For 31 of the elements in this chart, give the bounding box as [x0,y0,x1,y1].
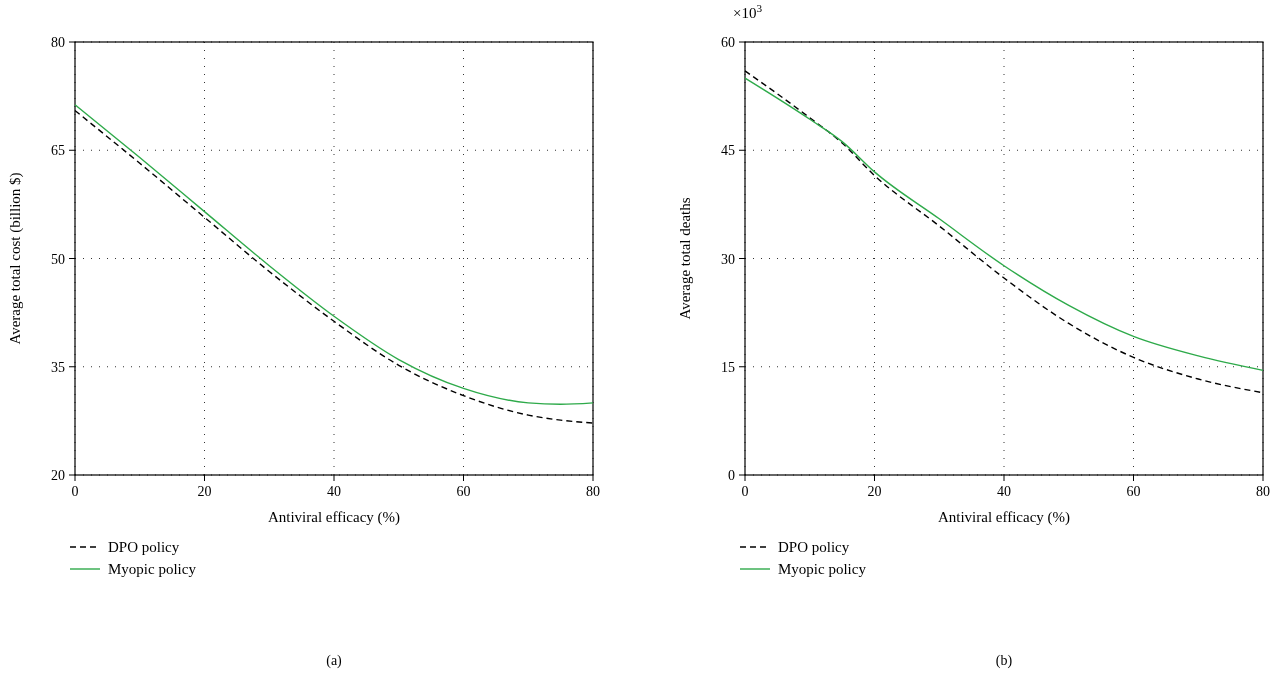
x-axis-title: Antiviral efficacy (%) [267,509,401,526]
x-tick-label: 40 [997,484,1011,499]
y-tick-label: 15 [721,359,735,375]
x-tick-label: 40 [327,484,341,499]
y-tick-label: 20 [51,468,65,483]
y-tick-label: 80 [51,35,65,50]
y-tick-label: 35 [51,359,65,375]
legend-label: Myopic policy [108,561,197,577]
y-tick-label: 30 [721,251,735,267]
text: ×10$^{3}$ [733,2,763,21]
x-tick-label: 20 [867,484,882,499]
x-tick-label: 60 [1126,484,1141,499]
x-tick-label: 0 [741,484,749,499]
legend-label: Myopic policy [778,561,867,577]
x-axis-title: Antiviral efficacy (%) [937,509,1071,526]
y-tick-label: 0 [728,468,735,483]
y-tick-label: 65 [51,143,65,159]
y-tick-label: 60 [721,35,735,50]
x-tick-label: 20 [197,484,212,499]
x-tick-label: 0 [71,484,79,499]
x-tick-label: 80 [1256,484,1270,499]
y-tick-label: 50 [51,251,65,267]
y-axis-title: Average total deaths [677,197,693,320]
x-tick-label: 60 [456,484,471,499]
y-axis-title: Average total cost (billion $) [7,172,24,345]
y-tick-label: 45 [721,143,735,159]
text: (a) [326,653,343,669]
legend-label: DPO policy [778,539,850,555]
text: (b) [995,653,1013,669]
legend-label: DPO policy [108,539,180,555]
x-tick-label: 80 [586,484,600,499]
